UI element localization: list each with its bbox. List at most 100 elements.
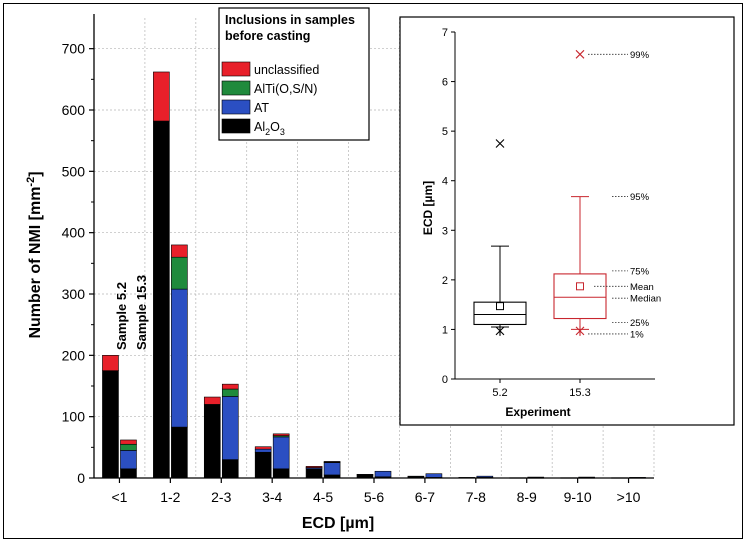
sample-label-15-3: Sample 15.3 <box>134 275 149 350</box>
p99-marker <box>575 49 585 59</box>
y-tick-label: 300 <box>62 286 86 302</box>
inset-x-axis-title: Experiment <box>505 405 570 419</box>
inset-x-tick-label: 5.2 <box>492 387 507 399</box>
legend-items: unclassified AlTi(O,S/N) AT Al2O3 <box>221 61 319 137</box>
p1-marker <box>575 325 585 336</box>
y-tick-label: 700 <box>62 41 86 57</box>
x-tick-label: 1-2 <box>160 489 180 505</box>
bar-at <box>120 450 137 470</box>
bar-unclassified <box>153 71 170 122</box>
bar-at <box>374 470 392 478</box>
mean-marker <box>576 282 584 291</box>
bar-unclassified <box>305 466 323 468</box>
y-tick-label: 200 <box>62 347 86 363</box>
y-tick-label: 0 <box>77 470 85 486</box>
bar-unclassified <box>254 446 272 450</box>
x-tick-label: 5-6 <box>364 489 384 505</box>
bar-altiosn <box>120 443 137 451</box>
bar-at <box>272 436 290 470</box>
bar-altiosn <box>171 256 188 290</box>
legend-label: AlTi(O,S/N) <box>254 82 317 96</box>
bar-unclassified <box>102 355 119 371</box>
x-tick-label: 9-10 <box>564 489 592 505</box>
inset-y-tick-label: 3 <box>442 225 448 237</box>
y-axis-title: Number of NMI [mm-2] <box>25 171 44 338</box>
x-tick-label: 6-7 <box>415 489 435 505</box>
bar-unclassified <box>221 383 239 390</box>
y-axis-title-main: Number of NMI [mm <box>27 187 44 339</box>
main-axes <box>89 14 654 483</box>
x-tick-label: 8-9 <box>517 489 537 505</box>
bar-al2o3 <box>254 451 272 479</box>
bar-al2o3 <box>120 468 137 479</box>
inset-y-tick-label: 7 <box>442 27 448 39</box>
p99-marker <box>495 139 505 148</box>
inset-y-axis-title: ECD [µm] <box>421 181 435 235</box>
inset-frame <box>399 16 735 426</box>
inset-y-tick-label: 1 <box>442 324 448 336</box>
bar-at <box>407 475 425 478</box>
bar-unclassified <box>272 433 290 436</box>
bar-al2o3 <box>102 370 119 479</box>
legend: Inclusions in samples before casting unc… <box>218 7 370 141</box>
figure-frame <box>3 3 743 539</box>
x-tick-label: 2-3 <box>211 489 231 505</box>
bar-unclassified <box>323 461 341 463</box>
bar-at <box>221 396 239 460</box>
bar-unclassified <box>203 396 221 405</box>
legend-label: AT <box>254 101 269 115</box>
legend-swatch <box>221 118 251 134</box>
x-tick-label: 3-4 <box>262 489 282 505</box>
bar-at <box>476 475 494 478</box>
legend-label: unclassified <box>254 63 319 77</box>
bar-at <box>254 448 272 453</box>
bar-al2o3 <box>171 426 188 479</box>
annotation-label: 1% <box>630 329 644 340</box>
inset-y-tick-label: 2 <box>442 275 448 287</box>
inset-y-tick-label: 5 <box>442 126 448 138</box>
legend-swatch <box>221 80 251 96</box>
bar-al2o3 <box>221 459 239 479</box>
annotation-label: 25% <box>630 318 650 329</box>
x-tick-label: 7-8 <box>466 489 486 505</box>
x-tick-label: 4-5 <box>313 489 333 505</box>
y-axis-title-sup: -2 <box>25 177 37 187</box>
bar-at <box>425 473 443 478</box>
p1-marker <box>495 325 505 336</box>
bar-al2o3 <box>203 404 221 479</box>
y-axis-title-close: ] <box>27 171 44 176</box>
x-tick-label: <1 <box>111 489 127 505</box>
legend-swatch <box>221 61 251 77</box>
y-tick-label: 600 <box>62 102 86 118</box>
annotation-label: 99% <box>630 50 650 61</box>
box-iqr <box>553 273 607 320</box>
inset-y-tick-label: 0 <box>442 374 448 386</box>
bar-at <box>323 462 341 476</box>
y-tick-label: 100 <box>62 409 86 425</box>
bar-at <box>356 474 374 476</box>
bar-at <box>171 288 188 428</box>
y-tick-label: 500 <box>62 163 86 179</box>
bar-al2o3 <box>305 468 323 479</box>
main-tick-labels: 0 100 200 300 400 500 600 700 <1 1-2 2-3 3-4 4-5 5-6 6… <box>62 41 641 505</box>
bar-unclassified <box>171 244 188 258</box>
inset-x-tick-label: 15.3 <box>569 387 590 399</box>
legend-title-line1: Inclusions in samples <box>225 13 355 27</box>
annotation-label: Mean <box>630 282 654 293</box>
bar-unclassified <box>120 439 137 445</box>
annotation-label: 75% <box>630 266 650 277</box>
inset-axes: 0 1 2 3 4 5 6 7 5.2 15.3 <box>442 27 655 399</box>
x-tick-label: >10 <box>617 489 641 505</box>
inset-y-tick-label: 4 <box>442 176 448 188</box>
inset-y-tick-label: 6 <box>442 77 448 89</box>
x-axis-title: ECD [µm] <box>302 515 374 532</box>
annotation-label: Median <box>630 294 661 305</box>
bar-altiosn <box>221 388 239 397</box>
legend-title-line2: before casting <box>225 29 310 43</box>
annotation-label: 95% <box>630 192 650 203</box>
legend-swatch <box>221 99 251 115</box>
bar-al2o3 <box>153 120 170 479</box>
